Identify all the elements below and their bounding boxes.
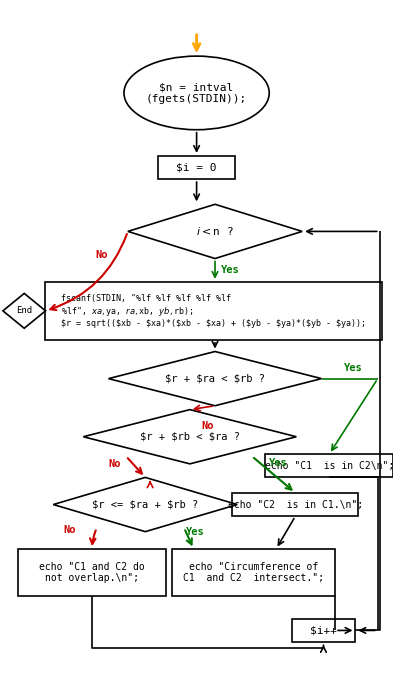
Text: echo "C2  is in C1.\n";: echo "C2 is in C1.\n";: [227, 499, 362, 509]
Text: echo "C1  is in C2\n";: echo "C1 is in C2\n";: [264, 461, 393, 471]
Text: $i = 0: $i = 0: [176, 162, 216, 172]
Bar: [158, 156, 235, 179]
Bar: [265, 454, 392, 477]
Text: $i++: $i++: [309, 625, 336, 635]
Bar: [45, 282, 381, 340]
Text: $r <= $ra + $rb ?: $r <= $ra + $rb ?: [92, 499, 198, 509]
Text: $r + $rb < $ra ?: $r + $rb < $ra ?: [139, 432, 239, 441]
Bar: [18, 549, 165, 596]
Text: No: No: [108, 459, 120, 469]
Bar: [172, 549, 334, 596]
Text: $i < $n ?: $i < $n ?: [196, 225, 233, 238]
Text: End: End: [16, 306, 32, 316]
Text: Yes: Yes: [343, 363, 362, 373]
Text: $n = intval
(fgets(STDIN));: $n = intval (fgets(STDIN));: [146, 82, 247, 104]
Text: Yes: Yes: [269, 458, 287, 468]
Text: No: No: [95, 250, 108, 260]
Text: Yes: Yes: [220, 265, 239, 275]
Text: Yes: Yes: [185, 527, 204, 536]
Text: $r + $ra < $rb ?: $r + $ra < $rb ?: [164, 374, 264, 384]
Text: echo "C1 and C2 do
not overlap.\n";: echo "C1 and C2 do not overlap.\n";: [39, 561, 145, 583]
Text: No: No: [63, 525, 76, 535]
Text: fscanf(STDIN, "%lf %lf %lf %lf %lf
%lf", $xa, $ya, $ra, $xb, $yb, $rb);
$r = sqr: fscanf(STDIN, "%lf %lf %lf %lf %lf %lf",…: [60, 293, 364, 328]
Bar: [291, 618, 354, 642]
Text: echo "Circumference of
C1  and C2  intersect.";: echo "Circumference of C1 and C2 interse…: [183, 561, 324, 583]
Text: No: No: [200, 421, 213, 431]
Bar: [232, 493, 358, 516]
